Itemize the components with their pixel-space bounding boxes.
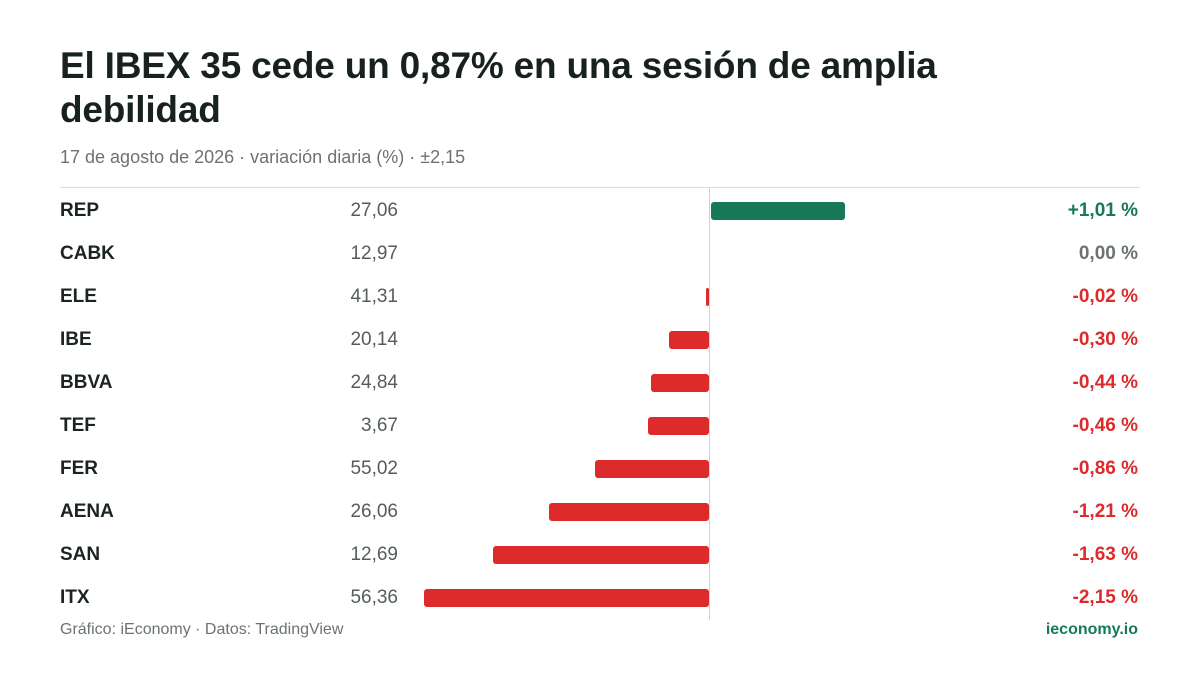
bar-negative <box>706 288 709 306</box>
table-row: BBVA 24,84 -0,44 % <box>0 361 1200 404</box>
ticker-label: SAN <box>60 544 101 565</box>
bar-negative <box>669 331 709 349</box>
change-percent: 0,00 % <box>1078 243 1138 264</box>
price-value: 3,67 <box>361 415 398 436</box>
change-percent: -0,30 % <box>1072 329 1138 350</box>
bar-negative <box>650 374 709 392</box>
brand-label: ieconomy.io <box>1045 621 1138 638</box>
price-value: 26,06 <box>350 501 398 522</box>
ticker-label: IBE <box>60 329 92 350</box>
change-percent: -0,44 % <box>1072 372 1138 393</box>
bar-positive <box>711 202 845 220</box>
bar-negative <box>595 460 709 478</box>
ticker-label: ELE <box>60 286 97 307</box>
bar-negative <box>648 417 709 435</box>
change-percent: -1,63 % <box>1072 544 1138 565</box>
chart-subtitle: 17 de agosto de 2026 · variación diaria … <box>60 147 466 167</box>
price-value: 20,14 <box>350 329 398 350</box>
table-row: IBE 20,14 -0,30 % <box>0 318 1200 361</box>
table-row: TEF 3,67 -0,46 % <box>0 404 1200 447</box>
ticker-label: CABK <box>60 243 115 264</box>
source-note: Gráfico: iEconomy · Datos: TradingView <box>60 621 344 638</box>
ticker-label: TEF <box>60 415 96 436</box>
price-value: 24,84 <box>350 372 398 393</box>
table-row: SAN 12,69 -1,63 % <box>0 533 1200 576</box>
price-value: 56,36 <box>350 587 398 608</box>
bar-negative <box>548 503 709 521</box>
bar-negative <box>424 589 709 607</box>
table-row: AENA 26,06 -1,21 % <box>0 490 1200 533</box>
table-row: CABK 12,97 0,00 % <box>0 232 1200 275</box>
ticker-label: BBVA <box>60 372 113 393</box>
zero-axis-line <box>709 188 710 620</box>
ticker-label: ITX <box>60 587 90 608</box>
change-percent: -1,21 % <box>1072 501 1138 522</box>
table-row: FER 55,02 -0,86 % <box>0 447 1200 490</box>
ticker-label: REP <box>60 200 100 221</box>
change-percent: +1,01 % <box>1067 200 1138 221</box>
price-value: 41,31 <box>350 286 398 307</box>
chart-title: El IBEX 35 cede un 0,87% en una sesión d… <box>60 45 937 130</box>
table-row: REP 27,06 +1,01 % <box>0 189 1200 232</box>
price-value: 27,06 <box>350 200 398 221</box>
change-percent: -0,46 % <box>1072 415 1138 436</box>
change-percent: -0,02 % <box>1072 286 1138 307</box>
price-value: 12,97 <box>350 243 398 264</box>
ticker-label: AENA <box>60 501 114 522</box>
price-value: 55,02 <box>350 458 398 479</box>
table-row: ITX 56,36 -2,15 % <box>0 576 1200 619</box>
header-divider <box>60 187 1140 188</box>
change-percent: -2,15 % <box>1072 587 1138 608</box>
table-row: ELE 41,31 -0,02 % <box>0 275 1200 318</box>
change-percent: -0,86 % <box>1072 458 1138 479</box>
ticker-label: FER <box>60 458 98 479</box>
price-value: 12,69 <box>350 544 398 565</box>
bar-negative <box>492 546 709 564</box>
